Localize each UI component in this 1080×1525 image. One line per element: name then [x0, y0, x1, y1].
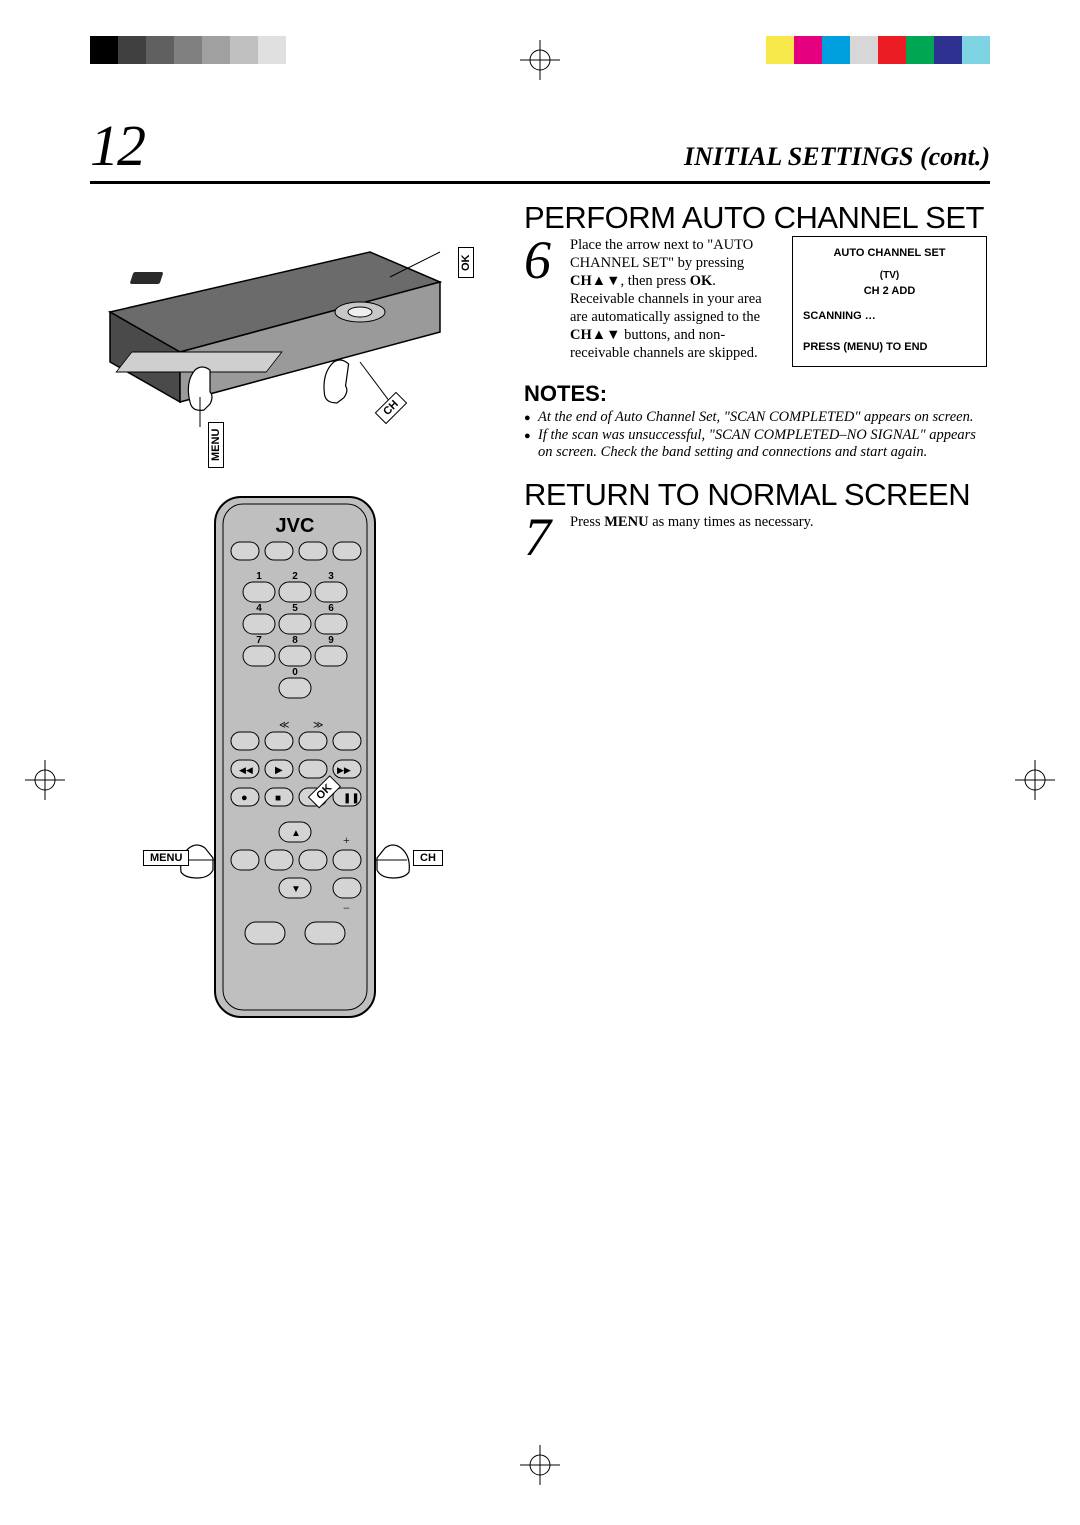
osd-tv: (TV) — [803, 268, 976, 284]
notes-heading: NOTES: — [524, 381, 990, 407]
registration-mark-left — [25, 760, 65, 800]
step-6: 6 Place the arrow next to "AUTO CHANNEL … — [524, 236, 990, 368]
notes-list: At the end of Auto Channel Set, "SCAN CO… — [524, 409, 990, 461]
svg-text:3: 3 — [328, 571, 334, 582]
color-swatch — [766, 36, 794, 64]
osd-box: AUTO CHANNEL SET (TV) CH 2 ADD SCANNING … — [792, 236, 987, 368]
callout-remote-menu: MENU — [143, 850, 189, 866]
svg-text:◀◀: ◀◀ — [239, 765, 253, 775]
svg-text:6: 6 — [328, 603, 334, 614]
svg-text:●: ● — [241, 792, 248, 804]
registration-mark-top — [520, 40, 560, 80]
step-number-7: 7 — [524, 513, 560, 562]
color-swatch — [878, 36, 906, 64]
osd-footer: PRESS (MENU) TO END — [803, 339, 976, 356]
step-6-text: Place the arrow next to "AUTO CHANNEL SE… — [570, 236, 780, 363]
svg-text:−: − — [343, 901, 350, 915]
illustrations-column: OK CH MENU JVC — [90, 202, 500, 1032]
svg-text:❚❚: ❚❚ — [343, 793, 360, 804]
osd-scanning: SCANNING … — [803, 308, 976, 325]
osd-title: AUTO CHANNEL SET — [803, 245, 976, 262]
svg-text:7: 7 — [256, 635, 262, 646]
svg-text:9: 9 — [328, 635, 334, 646]
svg-text:1: 1 — [256, 571, 262, 582]
note-item: If the scan was unsuccessful, "SCAN COMP… — [524, 427, 990, 462]
osd-ch-line: CH 2 ADD — [803, 283, 976, 300]
page-header: 12 INITIAL SETTINGS (cont.) — [90, 112, 990, 184]
svg-text:+: + — [343, 833, 350, 847]
callout-menu: MENU — [208, 422, 224, 468]
grayscale-swatch — [118, 36, 146, 64]
vcr-illustration: OK CH MENU — [90, 232, 450, 432]
svg-text:▶: ▶ — [275, 765, 283, 776]
page-content: 12 INITIAL SETTINGS (cont.) — [90, 112, 990, 1032]
step-7-text: Press MENU as many times as necessary. — [570, 513, 990, 531]
callout-ok: OK — [458, 248, 474, 279]
section-heading-6: PERFORM AUTO CHANNEL SET — [524, 202, 990, 234]
instructions-column: PERFORM AUTO CHANNEL SET 6 Place the arr… — [524, 202, 990, 1032]
remote-brand-text: JVC — [276, 515, 315, 537]
svg-text:0: 0 — [292, 667, 298, 678]
registration-mark-bottom — [520, 1445, 560, 1485]
note-item: At the end of Auto Channel Set, "SCAN CO… — [524, 409, 990, 426]
grayscale-swatch — [230, 36, 258, 64]
grayscale-swatch — [258, 36, 286, 64]
callout-remote-ch: CH — [413, 850, 443, 866]
color-swatch — [794, 36, 822, 64]
grayscale-bars — [90, 36, 286, 64]
svg-text:8: 8 — [292, 635, 298, 646]
header-title: INITIAL SETTINGS (cont.) — [684, 142, 990, 172]
grayscale-swatch — [174, 36, 202, 64]
color-swatch — [962, 36, 990, 64]
svg-text:▼: ▼ — [291, 884, 301, 895]
step-number-6: 6 — [524, 236, 560, 368]
grayscale-swatch — [146, 36, 174, 64]
registration-mark-right — [1015, 760, 1055, 800]
page-number: 12 — [90, 112, 144, 179]
svg-text:4: 4 — [256, 603, 262, 614]
grayscale-swatch — [202, 36, 230, 64]
color-swatch — [850, 36, 878, 64]
svg-text:≪: ≪ — [279, 720, 289, 731]
color-bars — [766, 36, 990, 64]
svg-text:2: 2 — [292, 571, 298, 582]
svg-text:▶▶: ▶▶ — [337, 765, 351, 775]
color-swatch — [822, 36, 850, 64]
svg-text:▲: ▲ — [291, 828, 301, 839]
color-swatch — [906, 36, 934, 64]
section-heading-7: RETURN TO NORMAL SCREEN — [524, 479, 990, 511]
svg-text:≫: ≫ — [313, 720, 323, 731]
grayscale-swatch — [90, 36, 118, 64]
remote-illustration: JVC 1 2 3 4 5 6 7 8 9 0 — [175, 492, 415, 1032]
svg-text:■: ■ — [275, 793, 281, 804]
color-swatch — [934, 36, 962, 64]
svg-text:5: 5 — [292, 603, 298, 614]
step-7: 7 Press MENU as many times as necessary. — [524, 513, 990, 562]
